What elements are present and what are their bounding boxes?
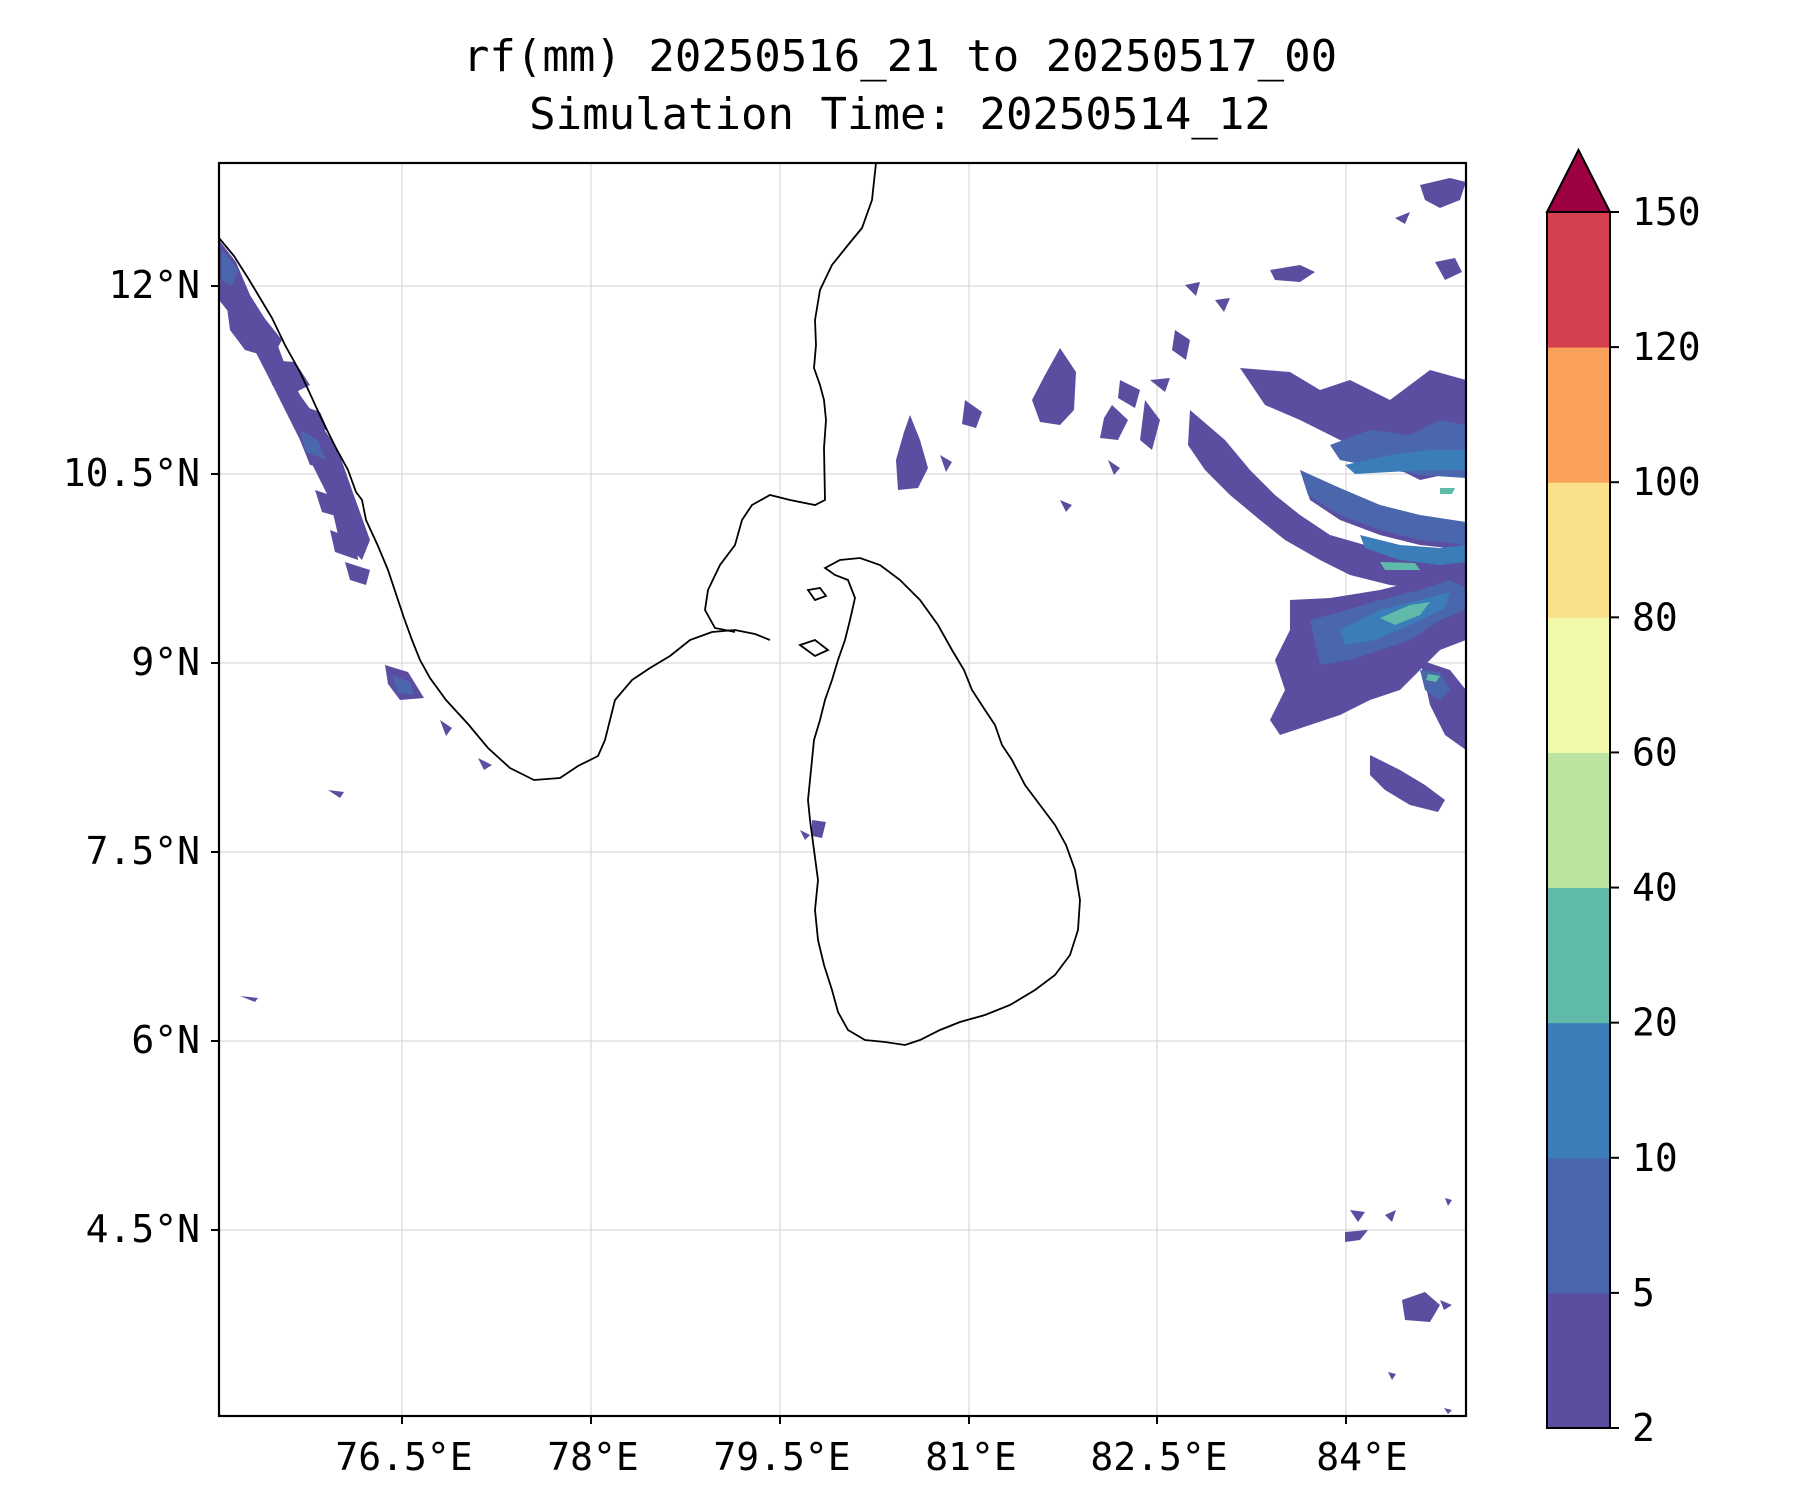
colorbar-tick-label: 120 [1632, 325, 1701, 369]
lat-tick-label: 7.5°N [86, 829, 200, 873]
lat-tick-label: 6°N [131, 1018, 200, 1062]
coastlines [218, 162, 1081, 1046]
colorbar-segment [1547, 212, 1610, 348]
colorbar-segment [1547, 482, 1610, 618]
colorbar-segment [1547, 752, 1610, 889]
colorbar-tick-label: 10 [1632, 1136, 1678, 1180]
lon-tick-label: 82.5°E [1090, 1435, 1227, 1479]
lon-tick-label: 84°E [1316, 1435, 1408, 1479]
map-frame [217, 161, 1468, 1418]
lat-tick-label: 4.5°N [86, 1207, 200, 1251]
colorbar-segment [1547, 347, 1610, 483]
lat-tick-label: 12°N [108, 263, 200, 307]
colorbar-tick-label: 100 [1632, 460, 1701, 504]
gridlines [219, 163, 1466, 1416]
colorbar-tick-label: 80 [1632, 595, 1678, 639]
mannar-island [798, 638, 830, 658]
colorbar-segment [1547, 1157, 1610, 1294]
colorbar-tick-label: 60 [1632, 730, 1678, 774]
india-east-coast [704, 162, 877, 633]
jaffna-islands [806, 587, 828, 602]
plot-title: rf(mm) 20250516_21 to 20250517_00 Simula… [0, 28, 1800, 144]
colorbar-segment [1547, 617, 1610, 753]
lon-tick-label: 76.5°E [335, 1435, 472, 1479]
lat-tick-label: 10.5°N [63, 451, 200, 495]
colorbar-extend-arrow [1545, 147, 1612, 213]
colorbar-tick-label: 150 [1632, 190, 1701, 234]
colorbar-tick-label: 2 [1632, 1406, 1655, 1450]
sri-lanka-coast [807, 557, 1081, 1046]
axis-ticks [211, 285, 1347, 1424]
title-line-1: rf(mm) 20250516_21 to 20250517_00 [462, 31, 1338, 82]
title-line-2: Simulation Time: 20250514_12 [529, 89, 1271, 140]
lon-tick-label: 81°E [925, 1435, 1017, 1479]
colorbar-segment [1547, 1022, 1610, 1159]
rainfall-west-coast [219, 240, 492, 1002]
colorbar-tick-label: 20 [1632, 1001, 1678, 1045]
colorbar: 2 5 10 20 40 60 80 100 120 150 [1545, 147, 1701, 1450]
rainfall-east [1108, 178, 1466, 1414]
rainfall-central [800, 348, 1128, 840]
longitude-labels: 76.5°E 78°E 79.5°E 81°E 82.5°E 84°E [335, 1435, 1407, 1479]
colorbar-tick-label: 40 [1632, 866, 1678, 910]
colorbar-tick-label: 5 [1632, 1271, 1655, 1315]
lon-tick-label: 78°E [547, 1435, 639, 1479]
latitude-labels: 12°N 10.5°N 9°N 7.5°N 6°N 4.5°N [63, 263, 200, 1251]
colorbar-outline [1546, 211, 1611, 1429]
lon-tick-label: 79.5°E [713, 1435, 850, 1479]
india-west-coast [218, 237, 771, 781]
colorbar-segment [1547, 1292, 1610, 1429]
lat-tick-label: 9°N [131, 640, 200, 684]
colorbar-segment [1547, 887, 1610, 1024]
